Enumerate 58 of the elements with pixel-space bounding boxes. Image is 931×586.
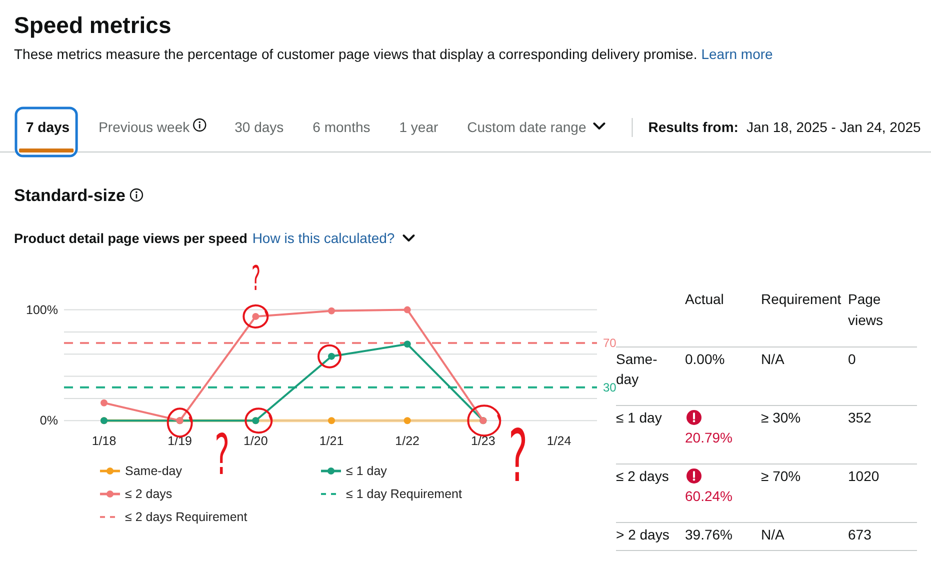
x-tick-label: 1/20 [243,434,268,448]
point [404,340,411,348]
text: 39.76% [685,526,732,542]
category-label: ≤ 1 day [616,410,662,426]
text: 60.24% [685,488,732,504]
text: Standard-size [14,186,126,205]
category-label: Same-day [616,351,658,387]
x-tick-label: 1/21 [319,434,344,448]
text: 30 days [234,119,284,135]
text: ≥ 30% [761,410,801,426]
category-label: Page views [848,291,884,328]
text: 7 days [26,119,70,135]
chart-title: Product detail page views per speed [14,231,248,246]
text: Custom date range [467,119,586,135]
text: 1 year [399,119,438,135]
text: Jan 18, 2025 - Jan 24, 2025 [746,119,922,135]
text: 20.79% [685,430,732,446]
y-tick-label: 0% [40,414,58,428]
point [100,399,108,406]
point [328,307,335,314]
text: Speed metrics [14,12,172,38]
annotation: ? [508,415,528,499]
text: Results from: [648,119,738,135]
text: ≥ 70% [761,468,801,484]
category-label: > 2 days [616,526,670,542]
category-label: Actual [685,291,724,307]
text: 1020 [848,468,880,484]
text: 673 [848,526,872,542]
text: Learn more [701,46,774,62]
legend-label: ≤ 1 day [346,464,388,478]
x-tick-label: 1/24 [546,434,572,448]
text: 0 [848,351,856,367]
x-tick-label: 1/23 [470,434,496,448]
y-tick-label: 100% [26,302,58,317]
text: N/A [761,526,784,542]
text: Previous week [98,119,191,135]
text: 6 months [312,119,370,135]
legend-label: ≤ 2 days Requirement [125,510,248,524]
text: 70 [603,336,617,350]
text: How is this calculated? [252,230,395,246]
text: 0.00% [685,351,725,367]
category-label: Requirement [761,291,842,307]
x-tick-label: 1/18 [92,434,116,448]
text: N/A [761,351,784,367]
point [328,417,335,424]
text: ? [251,260,261,299]
legend-label: Same-day [125,464,183,478]
x-tick-label: 1/19 [168,434,192,448]
legend-label: ≤ 1 day Requirement [346,487,462,501]
text: ? [214,423,230,488]
x-tick-label: 1/22 [395,434,420,448]
text: 30 [603,380,617,394]
legend-label: ≤ 2 days [125,487,172,501]
category-label: ≤ 2 days [616,468,669,484]
text: These metrics measure the percentage of customer page views that display a corresponding delivery promise. [14,46,698,62]
text: 352 [848,410,872,426]
point [404,306,411,314]
point [404,417,411,424]
